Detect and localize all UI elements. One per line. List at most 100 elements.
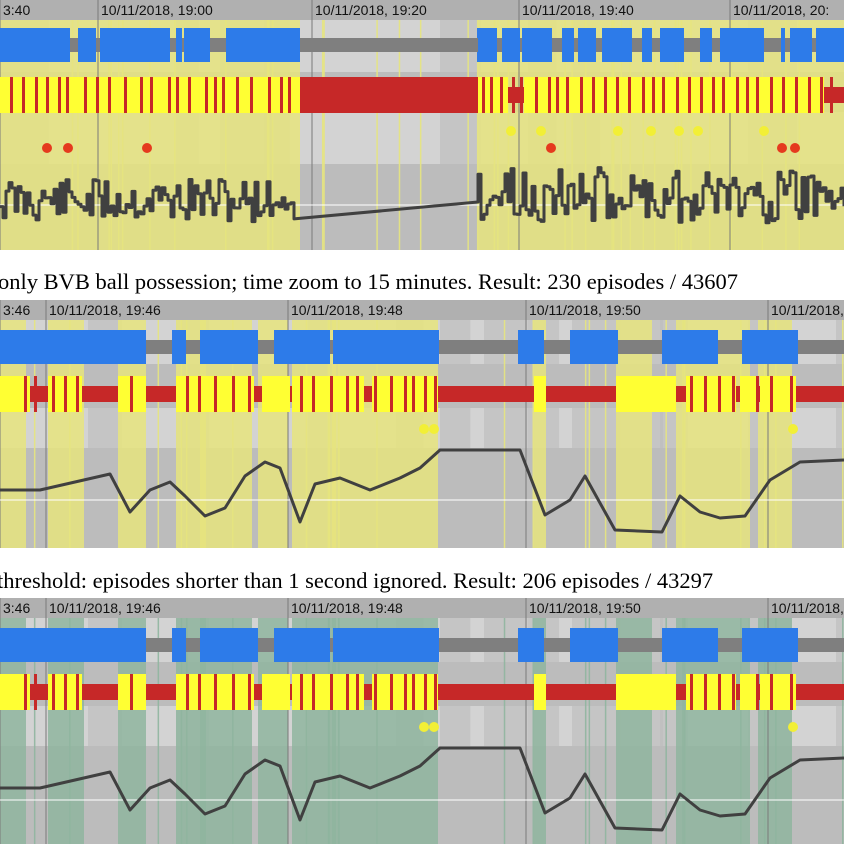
episode-highlight-thin [532,618,535,844]
shade-column [440,320,471,548]
ball-zone-red-tick [76,674,79,710]
episode-highlight-thin [376,618,378,844]
ball-zone-red-tick [214,674,217,710]
episode-highlight-thin [323,20,325,250]
ball-zone-red-tick [140,77,143,113]
ball-zone-red-tick [268,77,271,113]
possession-block [522,28,552,62]
episode-highlight-thin [33,320,36,548]
ball-zone-red-tick [356,376,359,412]
episode-highlight-thin [611,20,613,250]
event-dot [42,143,52,153]
episode-highlight-thin [419,20,422,250]
event-dot [429,424,439,434]
possession-block [0,28,70,62]
ball-zone-red-tick [232,674,235,710]
ball-zone-red-tick [312,674,315,710]
time-tick-label: 3:40 [3,2,30,18]
ball-zone-red-tick [76,376,79,412]
ball-zone-red-tick [688,77,691,113]
ball-zone-red-tick [592,77,595,113]
event-dot [613,126,623,136]
ball-zone-yellow-block [740,674,756,710]
ball-zone-red-tick [232,376,235,412]
possession-block [172,330,186,364]
episode-highlight-thin [584,618,587,844]
ball-zone-red-tick [280,77,283,113]
episode-highlight-thin [338,320,340,548]
episode-highlight-thin [683,618,686,844]
timeline-panel-overview[interactable]: 3:40 10/11/2018, 19:00 10/11/2018, 19:20 10… [0,0,844,250]
ball-zone-red-tick [770,674,773,710]
possession-block [172,628,186,662]
possession-block [333,330,439,364]
metric-step-line [0,746,844,832]
possession-block [0,628,146,662]
possession-block [518,330,544,364]
timeline-panel-zoomed[interactable]: 3:46 10/11/2018, 19:46 10/11/2018, 19:48 10… [0,300,844,548]
episode-highlight-thin [690,20,692,250]
ball-zone-red-tick [512,77,515,113]
episode-highlight-thin [730,20,733,250]
possession-block [660,28,684,62]
episode-highlight-thin [338,618,340,844]
ball-zone-red-tick [434,674,437,710]
ball-zone-red-tick [704,674,707,710]
episode-highlight-thin [564,20,566,250]
episode-highlight-thin [185,320,188,548]
possession-block [781,28,785,62]
episode-highlight-thin [588,618,591,844]
event-dot [788,424,798,434]
ball-zone-red-tick [652,77,655,113]
shade-column [440,618,471,844]
episode-highlight-thin [232,320,234,548]
episode-highlight-thin [225,20,227,250]
episode-highlight-thin [376,320,378,548]
ball-zone-red-tick [46,77,49,113]
ball-zone-red-tick [222,77,225,113]
episode-highlight-thin [740,618,742,844]
ball-zone-red-tick [616,77,619,113]
ball-zone-yellow-block [262,674,290,710]
ball-zone-yellow-block [780,674,796,710]
ball-zone-red-tick [312,376,315,412]
ball-zone-red-tick [808,77,811,113]
event-dot [63,143,73,153]
ball-zone-red-tick [482,77,485,113]
ball-zone-red-tick [236,77,239,113]
ball-zone-yellow-block [534,376,546,412]
episode-highlight-thin [328,618,331,844]
ball-zone-red-tick [790,674,793,710]
ball-zone-yellow-block [686,376,736,412]
ball-zone-red-tick [704,376,707,412]
episode-highlight-thin [532,320,535,548]
event-dot [777,143,787,153]
shade-column [440,20,481,250]
possession-block [274,628,330,662]
possession-block [518,628,544,662]
timeline-chart-zoomed: 3:46 10/11/2018, 19:46 10/11/2018, 19:48 10… [0,300,844,548]
shade-column [836,320,844,548]
event-dot [536,126,546,136]
episode-highlight-thin [149,20,151,250]
ball-zone-red-tick [490,77,493,113]
ball-zone-red-tick [795,77,798,113]
episode-highlight-thin [665,320,667,548]
ball-zone-yellow-block [534,674,546,710]
episode-highlight-thin [674,20,677,250]
time-tick-label: 10/11/2018, 19:46 [49,600,161,616]
event-dot [646,126,656,136]
possession-block [502,28,520,62]
ball-zone-red-tick [64,376,67,412]
ball-zone-red-tick [412,376,415,412]
event-dot [693,126,703,136]
episode-highlight-thin [108,20,110,250]
episode-highlight-thin [268,20,270,250]
episode-highlight-thin [174,20,176,250]
ball-zone-red-tick [188,77,191,113]
episode-highlight-thin [584,320,587,548]
event-dot [546,143,556,153]
episode-highlight-thin [398,20,401,250]
ball-zone-yellow-block [616,674,676,710]
timeline-panel-threshold[interactable]: 3:46 10/11/2018, 19:46 10/11/2018, 19:48 10… [0,598,844,844]
